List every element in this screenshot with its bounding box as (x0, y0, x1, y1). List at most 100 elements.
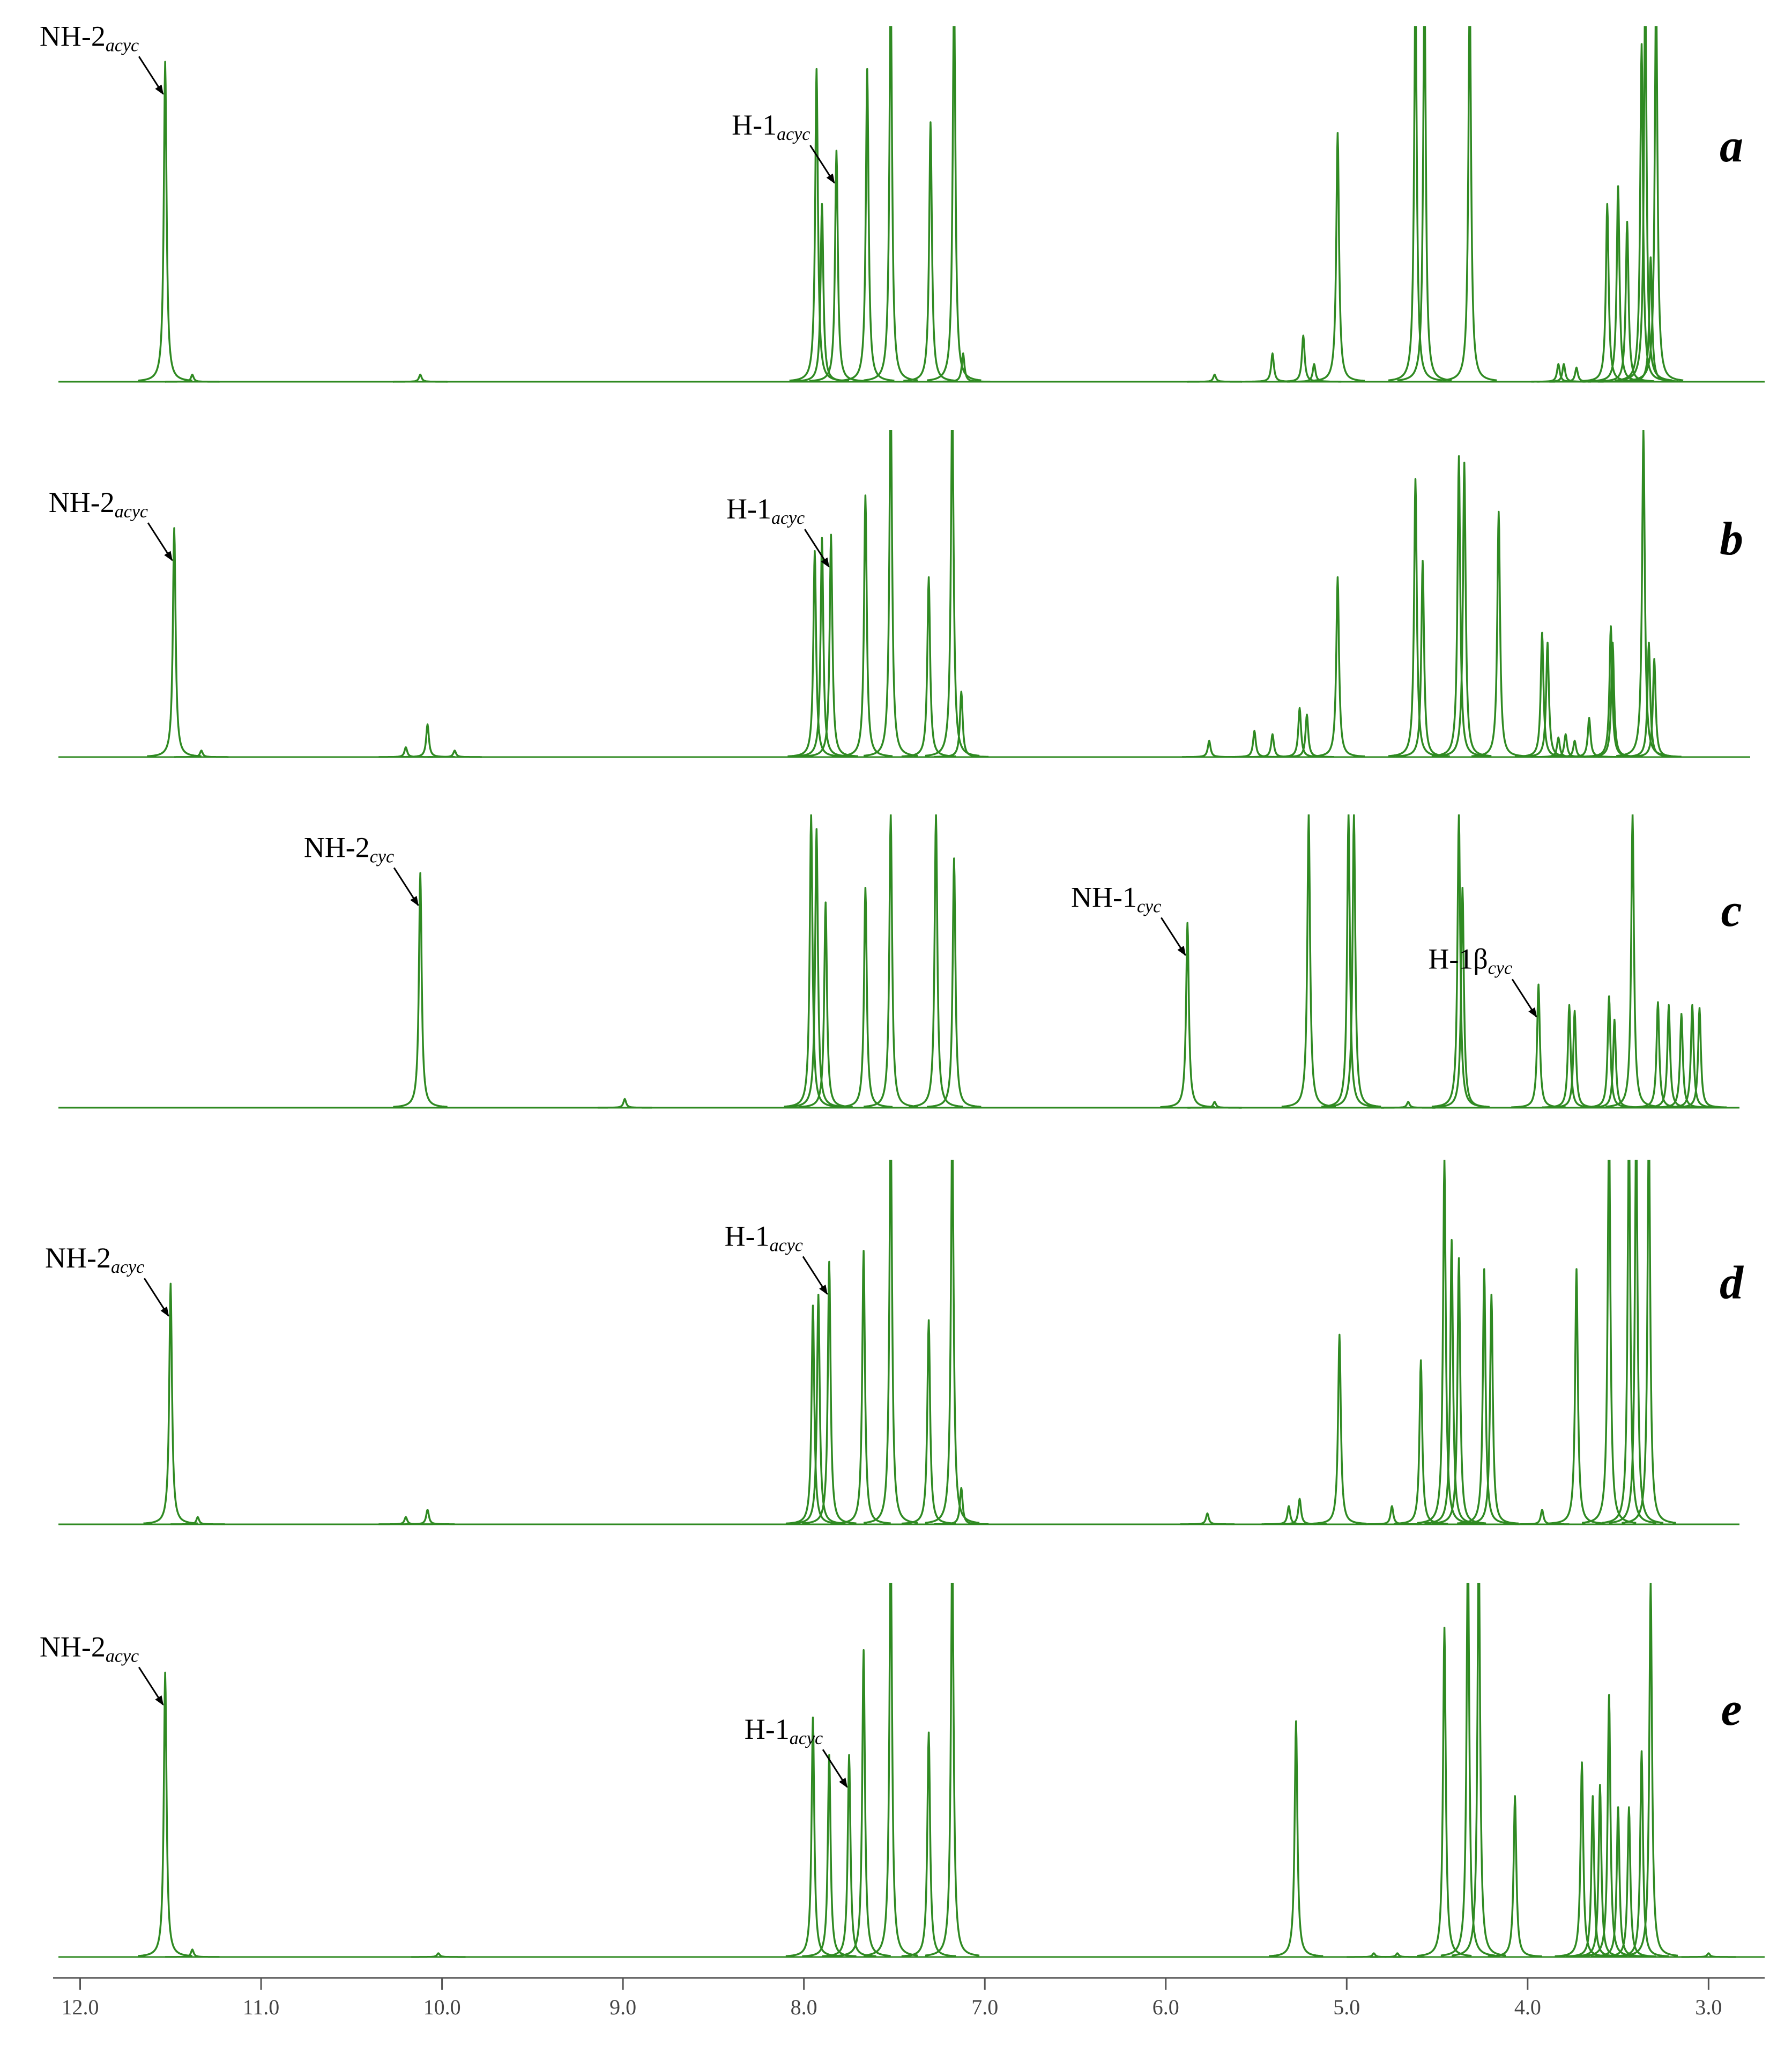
peak (1281, 814, 1336, 1108)
peak (1310, 132, 1365, 382)
peak (1536, 363, 1592, 383)
peak (1271, 1498, 1328, 1525)
peak (836, 1250, 891, 1524)
peak (1370, 1952, 1425, 1958)
peak (1599, 220, 1655, 382)
peak (1380, 1101, 1436, 1109)
annotation-arrow (1511, 978, 1537, 1018)
peak (1613, 1750, 1670, 1958)
annotation-subscript: acyc (777, 124, 810, 144)
peak (1549, 1268, 1604, 1525)
annotation-arrow (802, 1256, 828, 1295)
annotation-text: NH-2 (304, 831, 370, 863)
peak (1587, 1019, 1642, 1109)
peak (1321, 814, 1377, 1108)
peak (392, 872, 448, 1108)
peak (170, 1516, 226, 1525)
peak (1605, 814, 1661, 1108)
peak (1463, 1293, 1519, 1525)
spectrum (58, 430, 1750, 758)
peak (1187, 373, 1243, 383)
peak (1681, 1952, 1736, 1958)
annotation-text: NH-2 (40, 1631, 106, 1663)
peak (1511, 983, 1566, 1108)
panel-label: a (1720, 120, 1743, 172)
annotation-subscript: acyc (770, 1235, 803, 1255)
annotation: NH-2acyc (45, 1242, 144, 1277)
peak (411, 1952, 466, 1958)
peak (863, 814, 919, 1108)
peak (1395, 560, 1451, 758)
peak (1279, 713, 1335, 758)
annotation: NH-1cyc (1071, 881, 1161, 916)
peak (1437, 462, 1492, 757)
peak (933, 1487, 989, 1525)
peak (1275, 335, 1331, 383)
peak (783, 814, 839, 1108)
peak (1187, 1101, 1243, 1109)
peak (1312, 1333, 1367, 1525)
peak (933, 691, 989, 758)
peak (1261, 1505, 1317, 1525)
peak (1159, 922, 1215, 1108)
peak (1601, 1806, 1657, 1958)
peak (789, 828, 844, 1108)
panel-label: c (1721, 885, 1742, 937)
peak (1616, 430, 1671, 757)
peak (1608, 1160, 1664, 1524)
annotation-text: NH-2 (40, 20, 106, 52)
x-tick-label: 4.0 (1514, 1995, 1541, 2019)
peak (1541, 1004, 1597, 1109)
peak (1442, 26, 1498, 382)
annotation-arrow (809, 145, 835, 184)
peak (1388, 26, 1444, 382)
peak (808, 150, 864, 382)
annotation-subscript: acyc (115, 502, 148, 522)
peak (1514, 1509, 1570, 1525)
peak (1487, 1795, 1543, 1958)
peak (1601, 1160, 1657, 1524)
peak (924, 1160, 980, 1524)
peak (427, 750, 482, 758)
peak (839, 68, 895, 382)
peak (174, 750, 229, 758)
annotation-subscript: acyc (106, 1647, 139, 1666)
peak (1514, 632, 1570, 758)
peak (1456, 1268, 1512, 1525)
spectrum (58, 1583, 1765, 1958)
annotation-subscript: cyc (1137, 896, 1161, 916)
peak (1621, 641, 1677, 758)
peak (1431, 455, 1487, 757)
peak (1245, 352, 1300, 383)
peak (1617, 26, 1673, 382)
annotation: NH-2cyc (304, 831, 394, 866)
annotation-arrow (138, 1666, 164, 1706)
peak (1179, 1512, 1235, 1525)
peak (597, 1098, 653, 1109)
annotation-text: H-1β (1428, 943, 1488, 975)
peak (1581, 995, 1637, 1109)
annotation-text: NH-2 (45, 1242, 111, 1274)
peak (1393, 1359, 1449, 1525)
annotation: H-1βcyc (1428, 943, 1512, 978)
x-tick-label: 10.0 (423, 1995, 461, 2019)
x-tick-label: 9.0 (609, 1995, 636, 2019)
annotation-text: NH-2 (49, 486, 115, 518)
annotation: NH-2acyc (49, 486, 148, 522)
peak (935, 352, 991, 383)
panel-label: d (1720, 1257, 1744, 1309)
peak (794, 537, 850, 758)
peak (1181, 739, 1237, 758)
peak (378, 746, 434, 758)
peak (1310, 576, 1365, 758)
annotation-text: H-1 (745, 1713, 790, 1745)
annotation-arrow (147, 522, 173, 561)
peak (1626, 658, 1682, 758)
annotation-subscript: acyc (790, 1729, 823, 1748)
annotation-arrow (144, 1278, 169, 1317)
peak (837, 494, 893, 757)
peak (863, 1160, 919, 1524)
x-tick-label: 11.0 (243, 1995, 280, 2019)
peak (903, 121, 958, 382)
